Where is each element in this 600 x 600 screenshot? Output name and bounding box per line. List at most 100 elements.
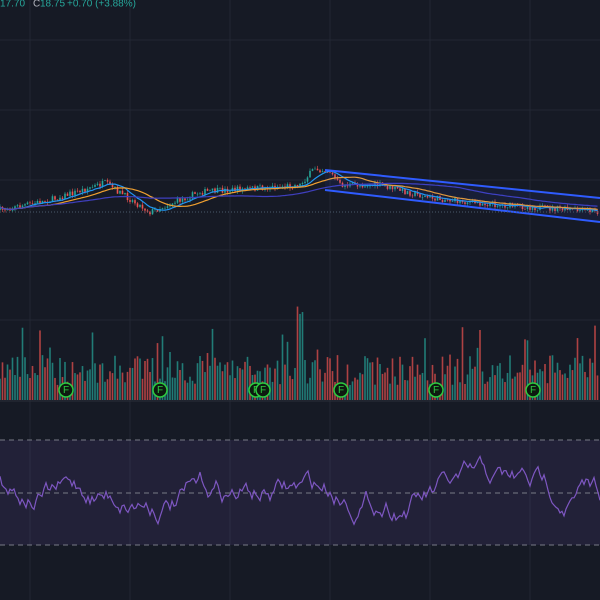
volume-bar — [586, 377, 589, 400]
volume-bar — [354, 377, 356, 400]
volume-bar — [449, 354, 451, 400]
candle — [106, 180, 109, 182]
volume-bar — [494, 375, 496, 400]
volume-bar — [521, 364, 524, 400]
volume-bar — [416, 364, 419, 400]
candle — [506, 207, 509, 208]
candle — [366, 186, 369, 187]
candle — [21, 205, 24, 208]
candle — [184, 198, 186, 201]
candle — [589, 209, 591, 212]
volume-bar — [96, 382, 99, 400]
candle — [359, 185, 361, 187]
volume-bar — [194, 383, 196, 400]
volume-bar — [569, 364, 571, 400]
volume-bar — [424, 338, 426, 400]
volume-bar — [441, 356, 444, 400]
candle — [206, 189, 209, 191]
volume-bar — [551, 355, 554, 400]
candle — [224, 188, 226, 193]
volume-bar — [594, 325, 596, 400]
volume-bar — [101, 363, 104, 400]
marker-label: F — [433, 385, 439, 396]
volume-bar — [241, 369, 244, 400]
volume-bar — [64, 361, 66, 400]
volume-bar — [464, 383, 466, 400]
volume-bar — [6, 364, 9, 400]
marker-circle — [428, 382, 444, 398]
volume-bar — [566, 377, 569, 400]
volume-bar — [201, 360, 204, 400]
candle — [496, 206, 499, 207]
candle — [86, 188, 89, 192]
volume-bar — [1, 362, 4, 400]
candle — [591, 209, 594, 212]
candle — [124, 192, 126, 195]
candle — [71, 191, 74, 196]
candle — [19, 205, 21, 208]
volume-bar — [511, 378, 514, 400]
candle — [214, 188, 216, 193]
volume-bar — [414, 376, 416, 400]
volume-bar — [426, 380, 429, 400]
volume-bar — [171, 377, 174, 400]
volume-bar — [484, 383, 486, 400]
candle — [191, 192, 194, 199]
volume-bar — [296, 306, 299, 400]
candle — [464, 202, 466, 204]
moving-average — [0, 176, 598, 211]
volume-bar — [539, 369, 541, 400]
volume-bar — [321, 381, 324, 400]
volume-bar — [191, 380, 194, 400]
volume-bar — [591, 362, 594, 400]
candle — [321, 171, 324, 173]
moving-average — [0, 182, 598, 211]
candle — [484, 203, 486, 206]
volume-bar — [364, 356, 366, 400]
candle — [194, 192, 196, 194]
candle — [479, 201, 481, 206]
moving-average — [0, 170, 598, 212]
candle — [131, 200, 134, 202]
candle — [391, 185, 394, 190]
volume-bar — [56, 384, 59, 400]
candle — [289, 184, 291, 188]
marker-label: F — [63, 385, 69, 396]
candle — [531, 207, 534, 210]
volume-bar — [19, 376, 21, 400]
volume-bar — [319, 369, 321, 400]
candle — [161, 208, 164, 210]
candle — [526, 206, 529, 210]
candle — [84, 188, 86, 192]
volume-bar — [396, 384, 399, 400]
candle — [471, 199, 474, 202]
volume-bar — [149, 371, 151, 400]
volume-bar — [186, 382, 189, 400]
candle — [151, 209, 154, 215]
volume-bar — [571, 370, 574, 400]
volume-bar — [501, 378, 504, 400]
volume-bar — [116, 378, 119, 400]
volume-bar — [471, 368, 474, 400]
volume-bar — [24, 357, 26, 400]
candle — [364, 186, 366, 188]
candle — [441, 200, 444, 203]
candle — [234, 187, 236, 192]
candle — [209, 190, 211, 192]
marker-label: F — [157, 385, 163, 396]
volume-bar — [461, 327, 464, 400]
prev-value: 17.70 — [0, 0, 25, 10]
candle — [24, 204, 26, 206]
volume-bar — [581, 355, 584, 400]
candle — [344, 184, 346, 187]
candle — [329, 172, 331, 173]
candle — [419, 194, 421, 198]
volume-bar — [431, 364, 434, 400]
volume-bar — [139, 358, 141, 400]
volume-bar — [86, 370, 89, 400]
volume-bar — [476, 347, 479, 400]
candle — [56, 199, 59, 201]
candle — [174, 202, 176, 204]
volume-bar — [129, 367, 131, 400]
volume-bar — [184, 380, 186, 400]
